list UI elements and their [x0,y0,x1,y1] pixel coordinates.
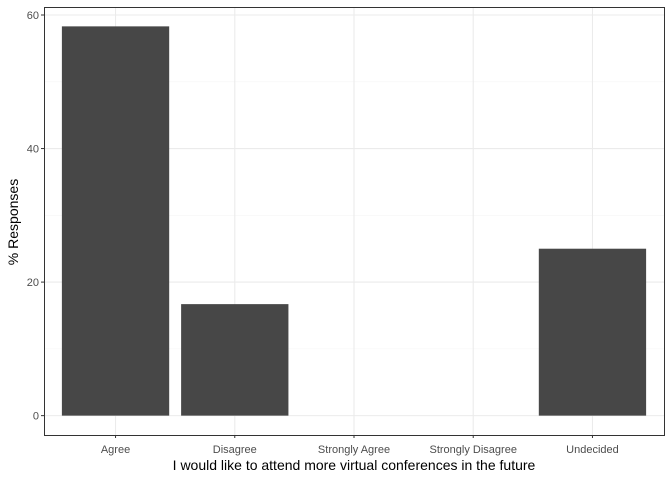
bar-undecided [538,248,647,416]
y-tick-label: 0 [33,411,39,423]
bar-agree [61,26,170,416]
y-tick-label: 40 [27,144,39,156]
x-tick-label: Strongly Agree [318,444,390,456]
axes: 0 20 40 60 Agree Disagree Strongly Agree Strong… [27,10,619,456]
bars [61,26,647,416]
x-tick-label: Undecided [566,444,619,456]
x-axis-title: I would like to attend more virtual conf… [173,457,536,473]
bar-disagree [181,304,289,416]
x-tick-label: Disagree [213,444,257,456]
x-tick-label: Strongly Disagree [430,444,517,456]
x-tick-label: Agree [101,444,130,456]
y-tick-label: 20 [27,277,39,289]
y-tick-label: 60 [27,10,39,22]
y-axis-title: % Responses [5,179,21,265]
